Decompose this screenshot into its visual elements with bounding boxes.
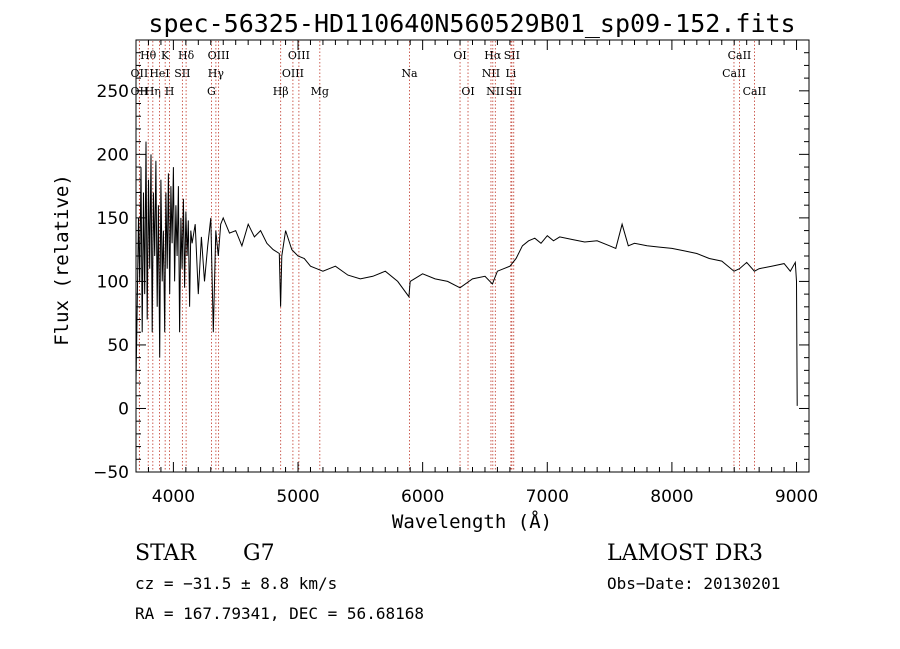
x-tick-label: 7000 <box>526 487 569 507</box>
spectral-line-label: OIII <box>288 49 310 62</box>
coordinates-readout: RA = 167.79341, DEC = 56.68168 <box>135 604 424 623</box>
spectral-line-label: SII <box>506 85 522 98</box>
plot-frame <box>135 39 810 473</box>
spectral-line-label: Hα <box>484 49 502 62</box>
velocity-readout: cz = −31.5 ± 8.8 km/s <box>135 574 337 593</box>
spectral-line-label: CaII <box>728 49 752 62</box>
spectral-line-label: Mg <box>311 85 329 98</box>
spectral-line-label: OI <box>453 49 466 62</box>
spectral-line-label: NII <box>486 85 504 98</box>
x-axis-ticks: 4000 5000 6000 7000 8000 9000 <box>135 40 818 507</box>
spectral-line-label: Li <box>505 67 516 80</box>
y-tick-label: −50 <box>93 463 129 483</box>
observation-date: Obs−Date: 20130201 <box>607 574 780 593</box>
y-tick-label: 100 <box>97 272 129 292</box>
y-tick-label: 250 <box>97 82 129 102</box>
spectral-line-label: HeI <box>149 67 169 80</box>
x-tick-label: 6000 <box>401 487 444 507</box>
spectral-line-label: OIII <box>282 67 304 80</box>
spectral-line-label: Hγ <box>208 67 225 80</box>
flux-series-line <box>135 141 798 406</box>
x-axis-label: Wavelength (Å) <box>392 510 552 533</box>
spectral-line-label: G <box>207 85 216 98</box>
spectral-line-label: NII <box>482 67 500 80</box>
object-subclass: G7 <box>243 541 275 566</box>
spectral-line-label: CaII <box>722 67 746 80</box>
y-axis-label: Flux (relative) <box>51 174 73 346</box>
spectral-line-label: OI <box>461 85 474 98</box>
x-tick-label: 8000 <box>650 487 693 507</box>
spectral-line-label: SII <box>174 67 190 80</box>
x-tick-label: 9000 <box>775 487 818 507</box>
spectral-line-label: SII <box>504 49 520 62</box>
spectral-line-label: OIII <box>208 49 230 62</box>
y-tick-label: 200 <box>97 145 129 165</box>
spectral-line-label: Hθ <box>140 49 157 62</box>
spectral-line-label: Hβ <box>273 85 289 98</box>
y-tick-label: 0 <box>118 399 129 419</box>
spectral-line-label: Na <box>401 67 418 80</box>
y-axis-ticks: −50 0 50 100 150 200 250 <box>93 39 809 483</box>
spectral-line-label: Hδ <box>178 49 195 62</box>
spectral-line-label: H <box>165 85 175 98</box>
y-tick-label: 50 <box>107 336 129 356</box>
survey-name: LAMOST DR3 <box>607 541 763 566</box>
y-tick-label: 150 <box>97 209 129 229</box>
chart-title: spec-56325-HD110640N560529B01_sp09-152.f… <box>148 9 795 38</box>
spectral-line-label: Hη <box>145 85 161 98</box>
object-class: STAR <box>135 541 197 566</box>
spectral-line-label: K <box>161 49 170 62</box>
spectral-line-label: CaII <box>743 85 767 98</box>
x-tick-label: 4000 <box>152 487 195 507</box>
spectral-line-markers: OIIOIIHθHηHeIKHSIIHδGHγOIIIHβOIIIOIIIMgN… <box>131 41 767 471</box>
x-tick-label: 5000 <box>276 487 319 507</box>
spectral-line-label: OII <box>131 85 149 98</box>
